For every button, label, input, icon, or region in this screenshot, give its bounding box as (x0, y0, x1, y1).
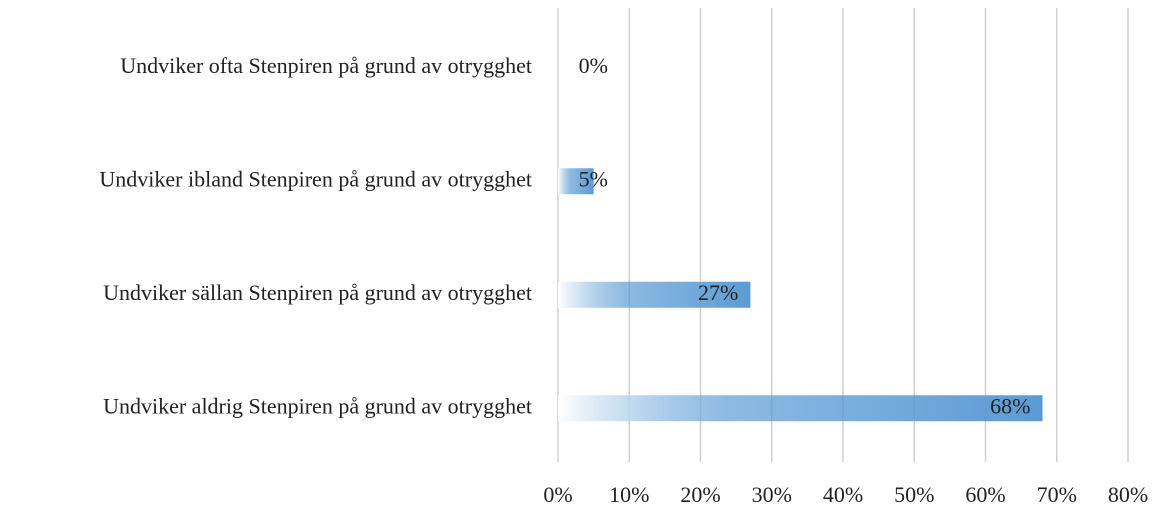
bar (558, 168, 594, 195)
x-tick-label: 60% (965, 482, 1005, 507)
x-tick-label: 0% (543, 482, 572, 507)
data-label: 68% (990, 393, 1030, 418)
x-tick-label: 80% (1108, 482, 1148, 507)
x-tick-label: 50% (894, 482, 934, 507)
bar (558, 281, 751, 308)
y-tick-label: Undviker ibland Stenpiren på grund av ot… (99, 166, 532, 191)
x-tick-label: 70% (1037, 482, 1077, 507)
y-tick-label: Undviker sällan Stenpiren på grund av ot… (103, 280, 532, 305)
x-tick-label: 40% (823, 482, 863, 507)
data-label: 27% (698, 280, 738, 305)
x-tick-label: 10% (609, 482, 649, 507)
data-label: 0% (579, 53, 608, 78)
x-tick-label: 20% (680, 482, 720, 507)
y-tick-label: Undviker ofta Stenpiren på grund av otry… (120, 53, 532, 78)
bar (558, 395, 1043, 422)
y-tick-label: Undviker aldrig Stenpiren på grund av ot… (103, 393, 532, 418)
data-label: 5% (579, 166, 608, 191)
x-tick-label: 30% (752, 482, 792, 507)
